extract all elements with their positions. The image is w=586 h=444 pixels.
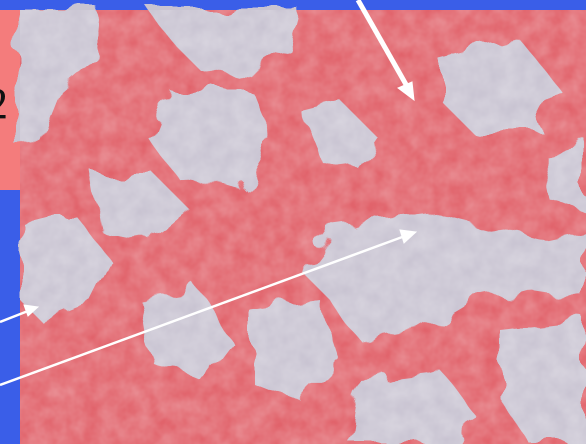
simulation-image bbox=[20, 10, 586, 444]
label-box bbox=[0, 10, 22, 190]
slide-label: 2 bbox=[0, 79, 8, 128]
arrows bbox=[0, 0, 418, 387]
